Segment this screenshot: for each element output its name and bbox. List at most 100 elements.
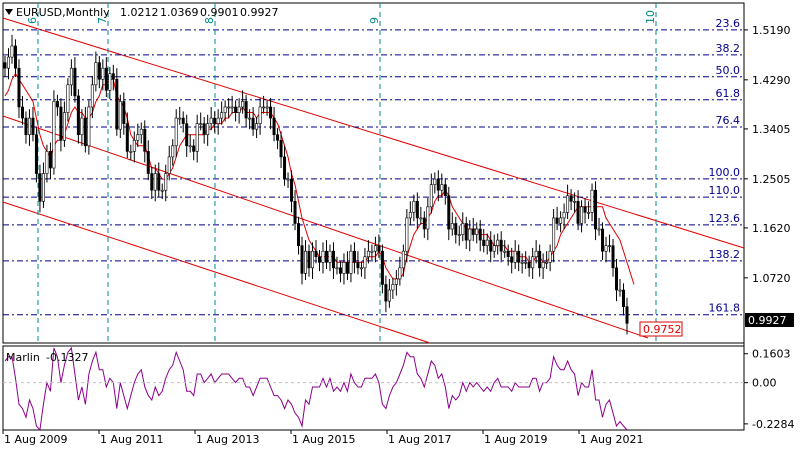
- candle-body: [492, 245, 496, 252]
- candle-body: [615, 267, 619, 291]
- candle-body: [118, 101, 122, 130]
- candle-body: [450, 223, 454, 230]
- candle-body: [457, 234, 461, 236]
- candle-body: [520, 261, 524, 264]
- candle-body: [583, 206, 587, 213]
- candle-body: [580, 206, 584, 224]
- candle-body: [538, 250, 542, 269]
- main-pane-frame: [2, 2, 745, 344]
- candle-body: [345, 261, 349, 274]
- candle-body: [209, 117, 213, 124]
- fib-level-label: 61.8: [716, 87, 741, 100]
- candle-body: [304, 250, 308, 274]
- candle-body: [97, 62, 101, 80]
- candle-body: [129, 151, 133, 153]
- candle-body: [206, 123, 210, 136]
- chart-title-symbol: EURUSD,Monthly: [16, 6, 110, 19]
- candle-body: [590, 189, 594, 213]
- candle-body: [66, 84, 70, 113]
- price-axis: 1.5190 1.4290 1.3405 1.2505 1.1620 1.0720: [744, 24, 791, 285]
- candle-body: [230, 106, 234, 109]
- candle-body: [433, 178, 437, 185]
- candle-body: [401, 250, 405, 269]
- candle-body: [604, 245, 608, 252]
- candle-body: [45, 151, 49, 174]
- fib-level-label: 23.6: [716, 17, 741, 30]
- candle-body: [373, 245, 377, 252]
- candle-body: [552, 217, 556, 252]
- current-price-label: 0.9927: [748, 314, 787, 327]
- candle-body: [377, 245, 381, 252]
- candle-body: [489, 239, 493, 252]
- candle-body: [625, 306, 629, 324]
- indicator-tick-label: -0.2284: [752, 418, 794, 431]
- candle-body: [569, 195, 573, 202]
- fibonacci-levels: 23.6 38.2 50.0 61.8 76.4 100.0 110.0 123.6 138.2…: [3, 17, 744, 316]
- price-tick-label: 1.4290: [752, 74, 791, 87]
- fib-level-label: 138.2: [709, 248, 741, 261]
- candle-body: [283, 156, 287, 180]
- ohlc-open: 1.0212: [120, 6, 159, 19]
- candle-body: [422, 217, 426, 230]
- candle-body: [34, 134, 38, 174]
- fib-level-label: 123.6: [709, 212, 741, 225]
- channel-middle-line[interactable]: [2, 115, 649, 339]
- candlesticks: [3, 34, 629, 335]
- candle-body: [248, 117, 252, 120]
- ohlc-low: 0.9901: [200, 6, 239, 19]
- menu-triangle-icon[interactable]: [5, 9, 13, 15]
- candle-body: [234, 106, 238, 113]
- candle-body: [587, 212, 591, 214]
- candle-body: [443, 184, 447, 197]
- fib-level-label: 161.8: [709, 302, 741, 315]
- candle-body: [6, 56, 10, 69]
- wave-marker-label: 6: [26, 17, 39, 24]
- time-tick-label: 1 Aug 2015: [292, 433, 355, 446]
- candle-body: [412, 200, 416, 213]
- candle-body: [475, 228, 479, 235]
- candle-body: [181, 117, 185, 124]
- candle-body: [178, 117, 182, 120]
- candle-body: [279, 139, 283, 158]
- candle-body: [527, 261, 531, 269]
- candle-body: [202, 123, 206, 136]
- candle-body: [436, 178, 440, 191]
- candle-body: [415, 200, 419, 219]
- candle-body: [573, 200, 577, 203]
- wave-markers: 6 7 8 9 10: [26, 3, 657, 343]
- price-tick-label: 1.1620: [752, 222, 791, 235]
- candle-body: [541, 261, 545, 269]
- channel-lower-line[interactable]: [2, 201, 431, 344]
- candle-body: [136, 134, 140, 141]
- candle-body: [3, 62, 7, 69]
- candle-body: [62, 112, 66, 141]
- time-tick-label: 1 Aug 2013: [196, 433, 259, 446]
- target-price-label: 0.9752: [643, 323, 682, 336]
- candle-body: [559, 217, 563, 224]
- candle-body: [594, 189, 598, 230]
- candle-body: [349, 250, 353, 274]
- candle-body: [31, 117, 35, 136]
- candle-body: [300, 245, 304, 274]
- candle-body: [199, 123, 203, 125]
- candle-body: [597, 228, 601, 231]
- candle-body: [139, 128, 143, 136]
- candle-body: [272, 117, 276, 136]
- indicator-name: Marlin: [6, 351, 40, 364]
- candle-body: [440, 184, 444, 191]
- candle-body: [164, 173, 168, 191]
- candle-body: [447, 195, 451, 230]
- fib-level-label: 76.4: [716, 114, 741, 127]
- candle-body: [485, 239, 489, 246]
- time-tick-label: 1 Aug 2017: [388, 433, 451, 446]
- target-price-box[interactable]: [639, 321, 683, 337]
- indicator-axis: 0.1603 0.00 -0.2284: [744, 348, 794, 431]
- candle-body: [408, 212, 412, 219]
- candle-body: [608, 245, 612, 247]
- candle-body: [220, 112, 224, 119]
- time-axis: 1 Aug 2009 1 Aug 2011 1 Aug 2013 1 Aug 2015…: [2, 430, 643, 446]
- candle-body: [338, 267, 342, 274]
- candle-body: [108, 73, 112, 91]
- channel-upper-line[interactable]: [2, 17, 745, 249]
